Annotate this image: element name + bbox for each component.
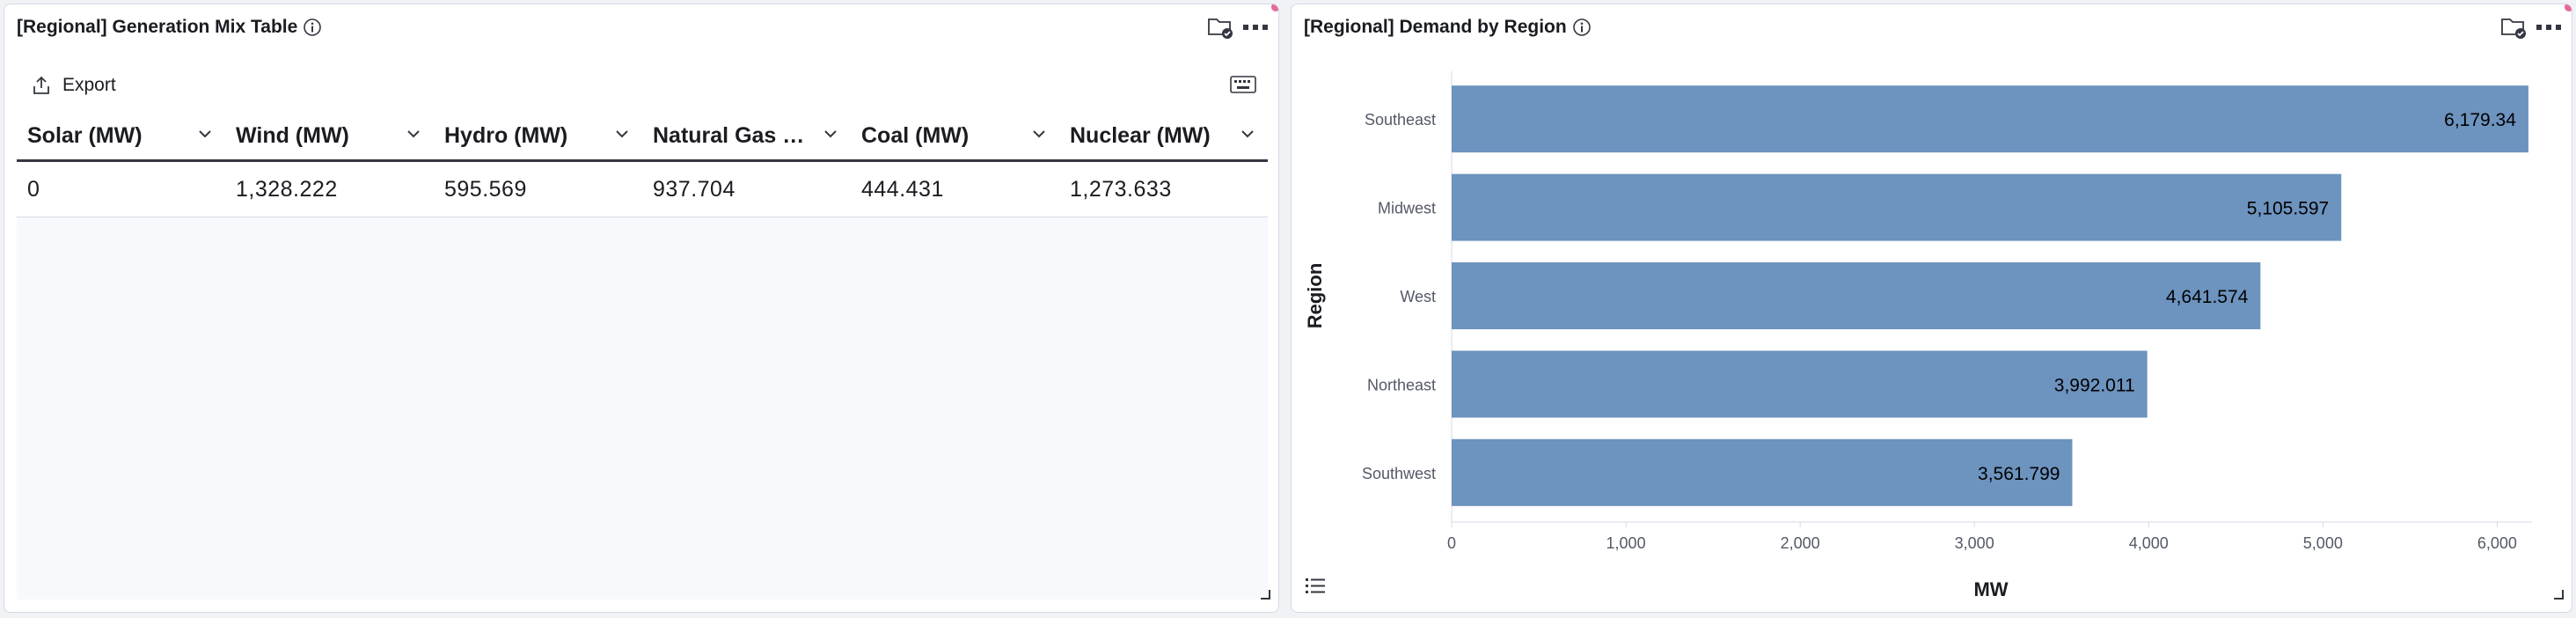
bar-chart: 6,179.34 Southeast 5,105.597 Midwest 4,641.5… xyxy=(1304,71,2532,600)
data-label: 3,561.799 xyxy=(1978,464,2060,484)
export-icon xyxy=(33,76,49,94)
legend-list-icon[interactable] xyxy=(1304,576,1327,600)
table-cell[interactable]: 1,273.633 xyxy=(1059,160,1268,217)
bar[interactable] xyxy=(1452,438,2073,506)
column-header[interactable]: Hydro (MW) xyxy=(434,112,642,162)
y-axis-title: Region xyxy=(1304,263,1326,329)
column-header-label: Natural Gas (MW) xyxy=(653,122,807,148)
folder-check-icon[interactable] xyxy=(2496,13,2531,41)
panel-title: [Regional] Generation Mix Table xyxy=(17,17,298,37)
info-icon[interactable] xyxy=(1572,18,1592,37)
notification-dot xyxy=(2565,4,2572,11)
y-tick-label: West xyxy=(1400,288,1436,305)
bar[interactable] xyxy=(1452,173,2342,241)
data-label: 6,179.34 xyxy=(2444,110,2516,130)
y-tick-label: Northeast xyxy=(1367,376,1436,394)
bar[interactable] xyxy=(1452,85,2528,153)
data-label: 5,105.597 xyxy=(2247,199,2329,219)
data-grid: Solar (MW) Wind (MW) Hydro (MW) Natural Gas… xyxy=(17,112,1268,217)
bar[interactable] xyxy=(1452,350,2148,418)
panel-actions xyxy=(2496,13,2566,41)
notification-dot xyxy=(1271,4,1278,11)
table-cell[interactable]: 444.431 xyxy=(851,160,1059,217)
keyboard-icon[interactable] xyxy=(1229,73,1257,96)
resize-grip-icon[interactable] xyxy=(2552,588,2565,605)
column-header-label: Coal (MW) xyxy=(861,122,970,148)
table-cell[interactable]: 0 xyxy=(17,160,225,217)
column-header[interactable]: Solar (MW) xyxy=(17,112,225,162)
x-tick-label: 5,000 xyxy=(2303,534,2343,552)
panel-header: [Regional] Demand by Region xyxy=(1304,13,1592,41)
table-cell[interactable]: 595.569 xyxy=(434,160,642,217)
x-tick-label: 4,000 xyxy=(2129,534,2169,552)
table-cell[interactable]: 1,328.222 xyxy=(225,160,434,217)
chevron-down-icon[interactable] xyxy=(1031,128,1047,140)
y-tick-label: Southeast xyxy=(1365,111,1436,129)
generation-mix-table-panel: [Regional] Generation Mix Table Export S… xyxy=(4,4,1279,613)
x-tick-label: 6,000 xyxy=(2477,534,2517,552)
data-label: 4,641.574 xyxy=(2166,287,2249,307)
x-tick-label: 1,000 xyxy=(1606,534,1646,552)
table-cell[interactable]: 937.704 xyxy=(642,160,851,217)
y-tick-label: Southwest xyxy=(1362,465,1436,482)
column-header[interactable]: Nuclear (MW) xyxy=(1059,112,1268,162)
demand-by-region-panel: 6,179.34 Southeast 5,105.597 Midwest 4,641.5… xyxy=(1291,4,2572,613)
column-header-label: Wind (MW) xyxy=(236,122,349,148)
column-header[interactable]: Coal (MW) xyxy=(851,112,1059,162)
column-header[interactable]: Wind (MW) xyxy=(225,112,434,162)
column-header-label: Solar (MW) xyxy=(27,122,143,148)
column-header-label: Nuclear (MW) xyxy=(1070,122,1211,148)
ellipsis-icon[interactable] xyxy=(2531,13,2566,41)
chevron-down-icon[interactable] xyxy=(823,128,838,140)
x-tick-label: 0 xyxy=(1447,534,1456,552)
table-row: 0 1,328.222 595.569 937.704 444.431 1,273.633 xyxy=(17,160,1268,217)
ellipsis-icon[interactable] xyxy=(1238,13,1273,41)
x-tick-label: 3,000 xyxy=(1955,534,1994,552)
resize-grip-icon[interactable] xyxy=(1259,588,1271,605)
chevron-down-icon[interactable] xyxy=(614,128,630,140)
table-toolbar: Export xyxy=(17,68,1266,103)
column-header-label: Hydro (MW) xyxy=(444,122,568,148)
info-icon[interactable] xyxy=(303,18,322,37)
data-label: 3,992.011 xyxy=(2054,375,2135,395)
panel-header: [Regional] Generation Mix Table xyxy=(17,13,322,41)
panel-title: [Regional] Demand by Region xyxy=(1304,17,1567,37)
x-tick-label: 2,000 xyxy=(1781,534,1820,552)
bar[interactable] xyxy=(1452,262,2261,329)
export-button[interactable]: Export xyxy=(33,70,116,101)
x-axis-title: MW xyxy=(1973,578,2008,600)
chevron-down-icon[interactable] xyxy=(197,128,213,140)
export-label: Export xyxy=(62,75,116,95)
column-header[interactable]: Natural Gas (MW) xyxy=(642,112,851,162)
y-tick-label: Midwest xyxy=(1378,200,1436,217)
folder-check-icon[interactable] xyxy=(1203,13,1238,41)
chevron-down-icon[interactable] xyxy=(406,128,421,140)
chevron-down-icon[interactable] xyxy=(1240,128,1255,140)
panel-actions xyxy=(1203,13,1273,41)
table-header-row: Solar (MW) Wind (MW) Hydro (MW) Natural Gas… xyxy=(17,112,1268,162)
